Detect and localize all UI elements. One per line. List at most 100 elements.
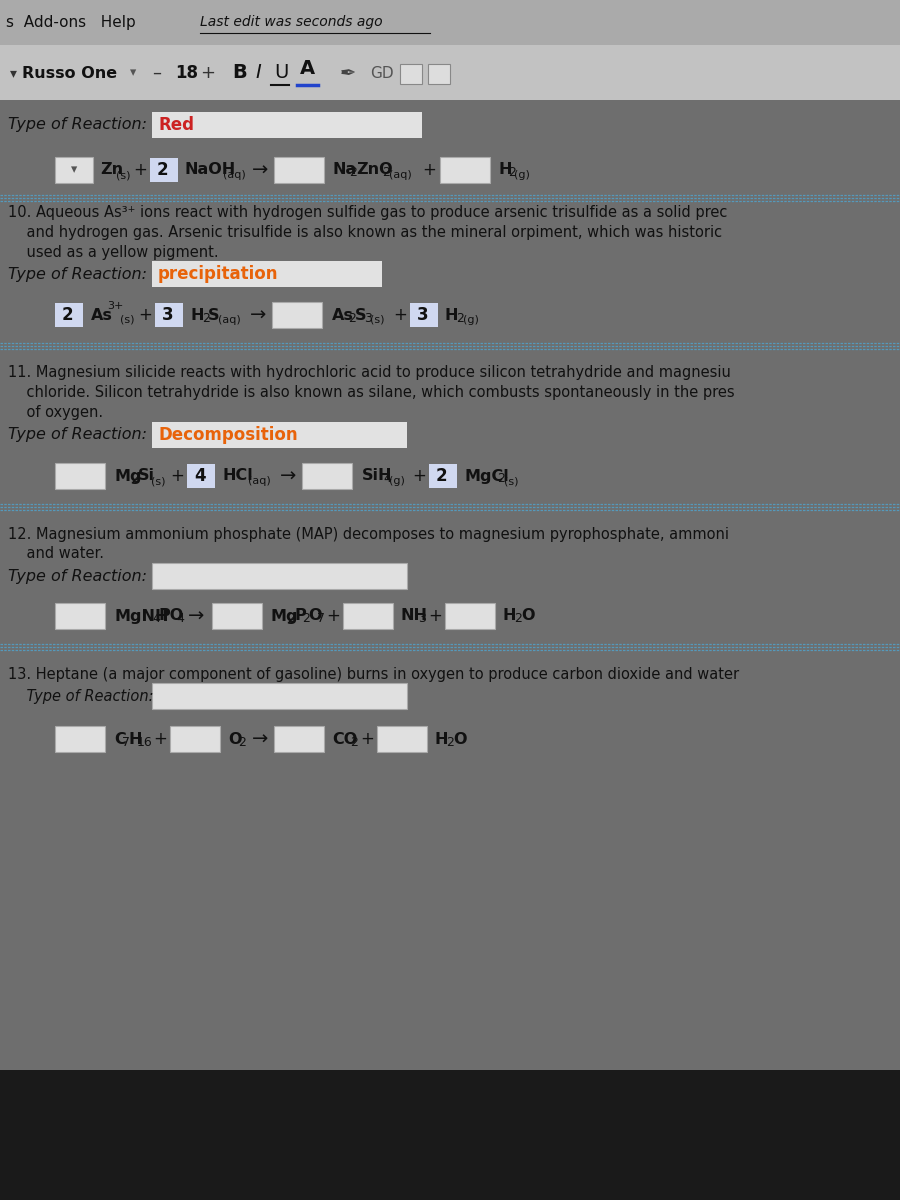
- Text: ZnO: ZnO: [356, 162, 392, 178]
- Text: 2: 2: [382, 167, 390, 180]
- Text: MgCl: MgCl: [465, 468, 509, 484]
- Text: 2: 2: [436, 467, 447, 485]
- Text: +: +: [326, 607, 340, 625]
- Bar: [152, 422, 407, 448]
- Bar: [377, 726, 427, 752]
- Bar: [55, 726, 105, 752]
- Text: SiH: SiH: [362, 468, 392, 484]
- Text: used as a yellow pigment.: used as a yellow pigment.: [8, 245, 219, 259]
- Text: 2: 2: [508, 167, 516, 180]
- Text: +: +: [138, 306, 152, 324]
- Text: HCl: HCl: [223, 468, 254, 484]
- Text: Mg: Mg: [270, 608, 298, 624]
- Text: Type of Reaction:: Type of Reaction:: [8, 266, 147, 282]
- Text: (aq): (aq): [218, 314, 241, 325]
- Text: 2: 2: [350, 736, 358, 749]
- Text: Zn: Zn: [100, 162, 123, 178]
- Bar: [55, 157, 93, 182]
- Text: +: +: [153, 730, 166, 748]
- Text: Type of Reaction:: Type of Reaction:: [8, 689, 154, 703]
- Text: Na: Na: [332, 162, 356, 178]
- Bar: [302, 463, 352, 490]
- Text: of oxygen.: of oxygen.: [8, 406, 104, 420]
- Text: 11. Magnesium silicide reacts with hydrochloric acid to produce silicon tetrahyd: 11. Magnesium silicide reacts with hydro…: [8, 366, 731, 380]
- Text: A: A: [300, 59, 315, 78]
- Text: 7: 7: [317, 612, 325, 625]
- Text: Type of Reaction:: Type of Reaction:: [8, 569, 147, 583]
- Text: →: →: [188, 606, 204, 625]
- Text: 2: 2: [62, 306, 74, 324]
- Text: U: U: [274, 64, 288, 83]
- Bar: [274, 726, 324, 752]
- Text: Red: Red: [158, 116, 194, 134]
- Text: ▾: ▾: [71, 163, 77, 176]
- Text: H: H: [445, 307, 458, 323]
- Text: 2: 2: [456, 312, 464, 324]
- Text: S: S: [355, 307, 366, 323]
- Text: (aq): (aq): [223, 170, 246, 180]
- Text: H: H: [191, 307, 204, 323]
- Text: –: –: [152, 64, 161, 82]
- Text: P: P: [294, 608, 306, 624]
- Text: +: +: [170, 467, 184, 485]
- Text: 2: 2: [157, 161, 168, 179]
- Bar: [170, 726, 220, 752]
- Text: H: H: [503, 608, 517, 624]
- Text: (s): (s): [151, 476, 166, 486]
- Text: 16: 16: [137, 736, 153, 749]
- Text: +: +: [428, 607, 442, 625]
- Text: CO: CO: [332, 732, 357, 746]
- Text: (aq): (aq): [389, 170, 412, 180]
- Text: (s): (s): [120, 314, 134, 325]
- Text: 2: 2: [349, 167, 357, 180]
- Text: 4: 4: [176, 612, 184, 625]
- Text: S: S: [208, 307, 220, 323]
- Text: and water.: and water.: [8, 546, 104, 562]
- Text: chloride. Silicon tetrahydride is also known as silane, which combusts spontaneo: chloride. Silicon tetrahydride is also k…: [8, 385, 734, 401]
- Text: H: H: [498, 162, 511, 178]
- Text: 4: 4: [383, 473, 391, 486]
- Text: ▾: ▾: [130, 66, 136, 79]
- Text: →: →: [252, 730, 268, 749]
- Text: →: →: [252, 161, 268, 180]
- Text: +: +: [360, 730, 373, 748]
- Text: (s): (s): [116, 170, 130, 180]
- Text: GD: GD: [370, 66, 393, 80]
- Text: Russo One: Russo One: [22, 66, 117, 80]
- Text: ✒: ✒: [340, 64, 356, 83]
- Text: NH: NH: [401, 608, 428, 624]
- Text: Type of Reaction:: Type of Reaction:: [8, 118, 147, 132]
- Text: O: O: [521, 608, 535, 624]
- Text: As: As: [332, 307, 354, 323]
- Text: (g): (g): [463, 314, 479, 325]
- Text: (g): (g): [389, 476, 405, 486]
- Text: 2: 2: [202, 312, 210, 324]
- Text: 2: 2: [497, 473, 505, 486]
- Text: +: +: [412, 467, 426, 485]
- Text: precipitation: precipitation: [158, 265, 278, 283]
- Text: 3: 3: [417, 306, 428, 324]
- Bar: [400, 64, 422, 84]
- Text: 18: 18: [175, 64, 198, 82]
- Bar: [55, 602, 105, 629]
- Bar: [152, 563, 407, 589]
- Text: I: I: [255, 64, 261, 83]
- Bar: [274, 157, 324, 182]
- Bar: [152, 112, 422, 138]
- Text: H: H: [435, 732, 448, 746]
- Text: Last edit was seconds ago: Last edit was seconds ago: [200, 14, 382, 29]
- Bar: [0, 100, 900, 1070]
- Text: PO: PO: [159, 608, 184, 624]
- Text: O: O: [228, 732, 241, 746]
- Text: O: O: [453, 732, 466, 746]
- Text: 3: 3: [418, 612, 426, 625]
- Text: 4: 4: [194, 467, 205, 485]
- Text: (g): (g): [514, 170, 530, 180]
- Text: 10. Aqueous As³⁺ ions react with hydrogen sulfide gas to produce arsenic trisulf: 10. Aqueous As³⁺ ions react with hydroge…: [8, 204, 727, 220]
- Text: →: →: [250, 306, 266, 324]
- Text: MgNH: MgNH: [114, 608, 168, 624]
- Text: 7: 7: [122, 736, 130, 749]
- Text: B: B: [232, 64, 247, 83]
- Text: Type of Reaction:: Type of Reaction:: [8, 427, 147, 443]
- Text: 2: 2: [287, 612, 295, 625]
